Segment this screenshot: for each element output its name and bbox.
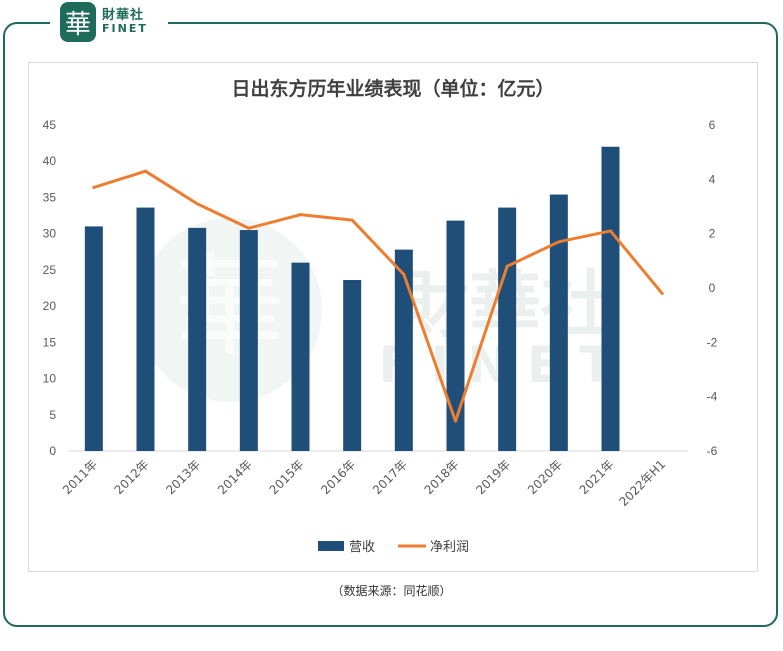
line-point-net-profit bbox=[195, 202, 199, 206]
y-left-tick-label: 15 bbox=[43, 335, 57, 349]
brand-logo: 華 財華社 FINET bbox=[50, 0, 168, 44]
y-right-tick-label: 0 bbox=[709, 281, 716, 295]
bar-revenue bbox=[188, 227, 207, 451]
y-left-tick-label: 20 bbox=[43, 299, 57, 313]
bar-revenue bbox=[549, 194, 568, 451]
line-point-net-profit bbox=[505, 264, 509, 268]
watermark-text-en: FINET bbox=[379, 336, 632, 394]
line-point-net-profit bbox=[299, 213, 302, 217]
line-point-net-profit bbox=[609, 229, 612, 233]
x-tick-label: 2013年 bbox=[163, 457, 203, 497]
watermark-logo-icon bbox=[138, 218, 322, 402]
y-right-tick-label: 6 bbox=[709, 118, 716, 132]
legend-label-net-profit: 净利润 bbox=[430, 540, 469, 555]
x-tick-label: 2014年 bbox=[215, 457, 255, 497]
bar-revenue bbox=[394, 249, 413, 451]
line-point-net-profit bbox=[454, 419, 457, 423]
line-point-net-profit bbox=[144, 169, 147, 173]
line-point-net-profit bbox=[92, 185, 96, 189]
card-frame bbox=[3, 22, 778, 627]
bar-revenue bbox=[343, 280, 362, 451]
y-right-tick-label: 2 bbox=[709, 227, 716, 241]
bar-revenue bbox=[239, 230, 258, 451]
chart-title: 日出东方历年业绩表现（单位：亿元） bbox=[231, 77, 554, 100]
y-right-tick-label: 4 bbox=[709, 172, 716, 186]
x-tick-label: 2012年 bbox=[112, 457, 152, 497]
x-tick-label: 2015年 bbox=[267, 457, 307, 497]
bar-revenue bbox=[601, 146, 620, 451]
x-tick-label: 2018年 bbox=[422, 457, 462, 497]
y-right-tick-label: -2 bbox=[707, 335, 718, 349]
x-tick-label: 2021年 bbox=[577, 457, 617, 497]
y-left-tick-label: 45 bbox=[43, 118, 57, 132]
y-left-tick-label: 30 bbox=[43, 227, 57, 241]
y-left-tick-label: 5 bbox=[49, 408, 56, 422]
legend-swatch-revenue bbox=[318, 541, 344, 551]
line-point-net-profit bbox=[247, 226, 251, 230]
legend-label-revenue: 营收 bbox=[349, 540, 375, 555]
y-left-tick-label: 35 bbox=[43, 190, 57, 204]
bar-revenue bbox=[291, 262, 310, 451]
line-point-net-profit bbox=[402, 272, 406, 276]
y-right-tick-label: -6 bbox=[707, 444, 718, 458]
line-net-profit bbox=[92, 169, 664, 423]
bar-revenue bbox=[446, 220, 465, 451]
y-left-tick-label: 10 bbox=[43, 372, 57, 386]
line-point-net-profit bbox=[350, 218, 354, 222]
x-tick-label: 2020年 bbox=[525, 457, 565, 497]
brand-name-cn: 財華社 bbox=[102, 8, 145, 24]
x-tick-label: 2019年 bbox=[473, 457, 513, 497]
bar-revenue bbox=[498, 207, 517, 451]
brand-name-en: FINET bbox=[102, 22, 148, 36]
bar-revenue bbox=[136, 207, 155, 451]
y-left-tick-label: 25 bbox=[43, 263, 57, 277]
bar-revenue bbox=[84, 226, 103, 451]
line-point-net-profit bbox=[660, 291, 664, 295]
x-tick-label: 2017年 bbox=[370, 457, 410, 497]
x-tick-label: 2011年 bbox=[60, 457, 100, 497]
x-tick-label: 2022年H1 bbox=[617, 457, 669, 509]
hua-logo-icon: 華 bbox=[60, 2, 96, 42]
source-note: （数据来源：同花顺） bbox=[331, 584, 452, 598]
x-tick-label: 2016年 bbox=[318, 457, 358, 497]
y-left-tick-label: 0 bbox=[49, 444, 56, 458]
y-right-tick-label: -4 bbox=[707, 390, 718, 404]
y-left-tick-label: 40 bbox=[43, 154, 57, 168]
line-point-net-profit bbox=[557, 240, 561, 244]
